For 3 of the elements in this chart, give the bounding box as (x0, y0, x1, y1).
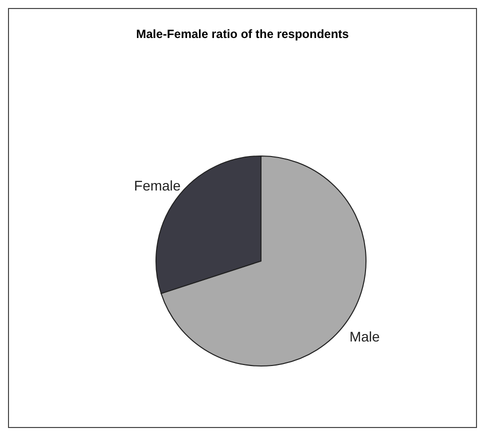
slice-label: Male (349, 328, 380, 344)
chart-title: Male-Female ratio of the respondents (135, 27, 350, 41)
slice-label: Female (134, 178, 181, 194)
